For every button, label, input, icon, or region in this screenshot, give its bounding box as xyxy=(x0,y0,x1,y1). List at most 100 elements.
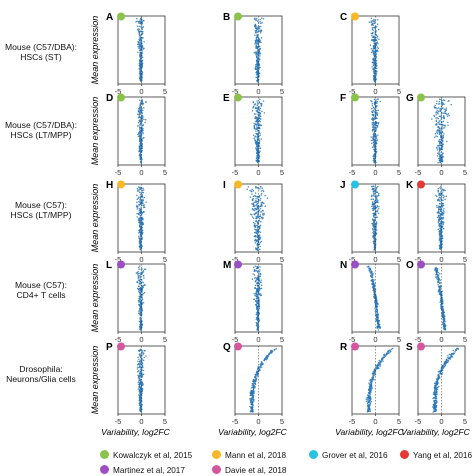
data-point xyxy=(255,43,258,45)
data-point xyxy=(264,205,266,207)
data-point xyxy=(137,369,140,372)
data-point xyxy=(370,136,372,138)
data-point xyxy=(254,375,257,377)
panel-letter: C xyxy=(340,12,347,23)
data-point xyxy=(250,407,252,410)
data-point xyxy=(137,360,139,363)
panel-B: B-5 0 5 xyxy=(223,12,284,96)
panel-letter: B xyxy=(223,12,230,23)
data-point xyxy=(136,206,139,208)
data-point xyxy=(139,193,142,196)
data-point xyxy=(260,29,262,31)
data-point xyxy=(249,196,252,198)
data-point xyxy=(137,51,139,54)
data-point xyxy=(442,143,444,146)
data-point xyxy=(138,349,140,352)
data-point xyxy=(438,247,441,250)
data-point xyxy=(259,231,262,234)
data-point xyxy=(439,282,441,284)
data-point xyxy=(437,107,440,109)
data-point xyxy=(136,281,139,284)
data-point xyxy=(136,43,139,46)
data-point xyxy=(442,214,444,216)
data-point xyxy=(139,362,142,365)
data-point xyxy=(138,47,140,49)
x-tick-label: 5 xyxy=(163,87,167,96)
data-point xyxy=(140,161,143,163)
data-point xyxy=(375,78,378,80)
data-point xyxy=(444,320,446,323)
panel-J: J-5 0 5 xyxy=(340,180,401,264)
data-point xyxy=(139,232,142,235)
data-point xyxy=(371,27,374,29)
data-point xyxy=(143,206,145,208)
data-point xyxy=(382,354,385,356)
y-axis-label-row-5: Mean expression xyxy=(90,346,100,415)
data-point xyxy=(256,145,258,148)
data-point xyxy=(260,287,263,290)
data-point xyxy=(141,50,143,52)
data-point xyxy=(259,134,262,136)
data-point xyxy=(252,378,255,381)
data-point xyxy=(145,201,147,203)
data-point xyxy=(373,108,375,110)
data-point xyxy=(371,222,373,225)
data-point xyxy=(137,219,140,221)
data-point xyxy=(260,190,263,192)
data-point xyxy=(436,131,438,133)
data-point xyxy=(256,31,258,33)
data-point xyxy=(136,368,139,370)
data-point xyxy=(372,24,374,27)
data-point xyxy=(139,245,142,247)
data-point xyxy=(140,119,142,121)
data-point xyxy=(258,49,261,51)
data-point xyxy=(136,28,139,31)
data-point xyxy=(138,235,140,237)
data-point xyxy=(140,101,142,103)
data-point xyxy=(139,124,142,126)
data-point xyxy=(260,192,263,195)
data-point xyxy=(250,403,253,406)
data-point xyxy=(441,145,444,147)
data-point xyxy=(437,199,439,202)
data-point xyxy=(368,396,371,398)
dataset-dot xyxy=(234,12,242,21)
data-point xyxy=(373,75,376,78)
data-point xyxy=(448,353,451,356)
panel-letter: Q xyxy=(223,342,231,353)
data-point xyxy=(256,230,259,233)
data-point xyxy=(254,141,257,144)
data-point xyxy=(258,63,260,66)
data-point xyxy=(439,222,442,225)
data-point xyxy=(256,186,259,189)
data-point xyxy=(137,133,139,136)
data-point xyxy=(376,139,378,142)
data-point xyxy=(257,143,260,145)
data-point xyxy=(138,205,140,207)
data-point xyxy=(368,267,371,270)
data-point xyxy=(434,132,437,135)
data-point xyxy=(373,294,375,296)
data-point xyxy=(140,122,143,125)
data-point xyxy=(254,238,257,241)
data-point xyxy=(251,193,253,195)
data-point xyxy=(370,39,373,42)
data-point xyxy=(373,230,375,232)
data-point xyxy=(437,189,439,192)
data-point xyxy=(138,153,141,156)
data-point xyxy=(137,109,140,112)
data-point xyxy=(142,26,144,28)
data-point xyxy=(376,205,378,207)
data-point xyxy=(258,366,261,368)
data-point xyxy=(255,324,258,327)
data-point xyxy=(438,152,440,154)
data-point xyxy=(439,285,442,287)
data-point xyxy=(253,298,255,301)
data-point xyxy=(255,240,258,243)
data-point xyxy=(139,391,141,394)
data-point xyxy=(443,115,445,118)
data-point xyxy=(259,98,261,101)
data-point xyxy=(368,404,371,406)
data-point xyxy=(436,378,438,380)
